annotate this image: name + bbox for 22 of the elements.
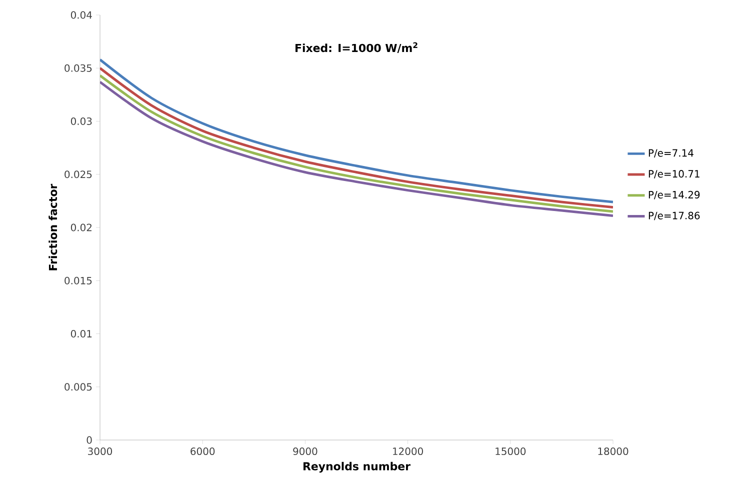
y-tick-label: 0.02 [70,224,92,232]
y-tick-label: 0.04 [70,11,92,19]
x-tick-label: 12000 [393,448,423,456]
y-tick-label: 0.025 [64,170,92,178]
y-tick-label: 0.005 [64,383,92,391]
legend-label: P/e=17.86 [648,212,700,220]
y-tick-label: 0.035 [64,64,92,72]
y-tick-label: 0.03 [70,117,92,126]
x-tick-label: 3000 [88,448,112,456]
x-tick-label: 18000 [598,448,628,456]
x-axis-title: Reynolds number [304,462,410,473]
legend-label: P/e=10.71 [648,170,700,178]
y-tick-label: 0 [86,436,92,444]
x-tick-label: 9000 [293,448,318,456]
x-tick-label: 6000 [190,448,215,456]
y-tick-label: 0.01 [70,330,92,338]
y-tick-label: 0.015 [64,276,92,284]
text: Fixed: I=1000 W/m$^{2}$ [296,42,418,53]
legend-label: P/e=7.14 [648,149,694,158]
y-axis-title: Friction factor [48,184,58,270]
x-tick-label: 15000 [496,448,526,456]
legend-label: P/e=14.29 [648,190,700,200]
